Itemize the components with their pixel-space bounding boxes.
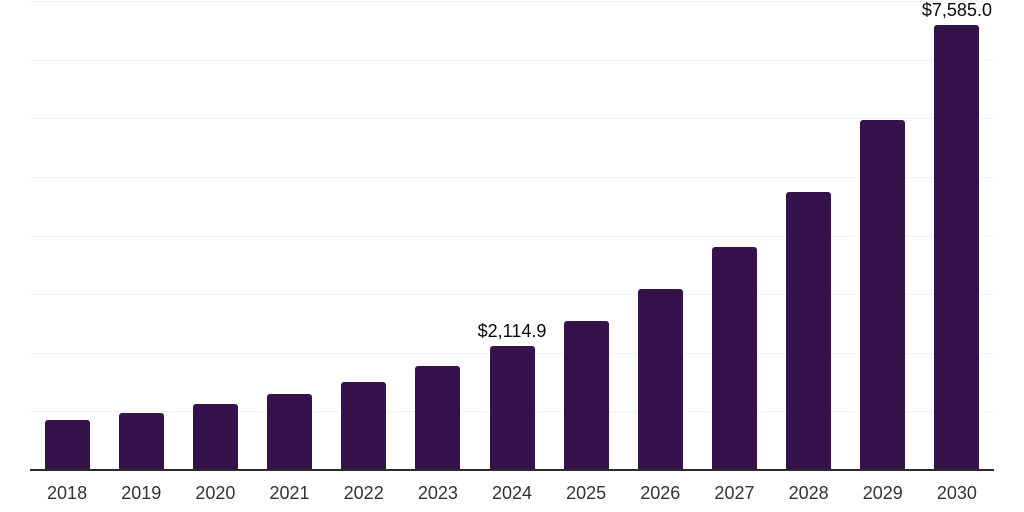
data-label-2030: $7,585.0 [921, 0, 992, 21]
gridline-8000 [30, 1, 994, 2]
bar-2030 [934, 25, 980, 470]
gridline-3000 [30, 294, 994, 296]
x-tick-label-2030: 2030 [936, 483, 977, 503]
bar-2024 [489, 346, 535, 470]
gridline-7000 [30, 59, 994, 61]
bar-2023 [415, 366, 461, 470]
gridline-4000 [30, 235, 994, 237]
x-tick-label-2018: 2018 [47, 483, 88, 503]
x-tick-label-2029: 2029 [862, 483, 903, 503]
x-tick-label-2021: 2021 [269, 483, 310, 503]
gridline-6000 [30, 118, 994, 120]
x-axis-tick-labels: 2018 2019 2020 2021 2022 2023 2024 2025 2026 2027… [30, 484, 994, 508]
x-tick-label-2020: 2020 [195, 483, 236, 503]
x-tick-label-2019: 2019 [121, 483, 162, 503]
x-tick-label-2028: 2028 [788, 483, 829, 503]
data-label-2024: $2,114.9 [477, 321, 547, 342]
bar-2022 [341, 381, 387, 470]
x-axis-line [30, 469, 994, 471]
x-tick-label-2027: 2027 [714, 483, 755, 503]
x-tick-label-2023: 2023 [417, 483, 458, 503]
bar-2020 [192, 404, 238, 470]
gridline-5000 [30, 176, 994, 178]
x-tick-label-2022: 2022 [343, 483, 384, 503]
plot-area: $2,114.9 $7,585.0 [30, 1, 994, 470]
x-tick-label-2024: 2024 [491, 483, 533, 503]
x-tick-label-2026: 2026 [640, 483, 681, 503]
bar-2021 [267, 394, 313, 470]
bar-2028 [786, 192, 832, 470]
bar-2025 [563, 321, 609, 470]
x-tick-label-2025: 2025 [566, 483, 607, 503]
bar-2029 [860, 120, 906, 470]
bar-2018 [44, 420, 90, 470]
bar-2019 [118, 413, 164, 470]
bar-2027 [711, 246, 757, 470]
bar-2026 [637, 288, 683, 470]
